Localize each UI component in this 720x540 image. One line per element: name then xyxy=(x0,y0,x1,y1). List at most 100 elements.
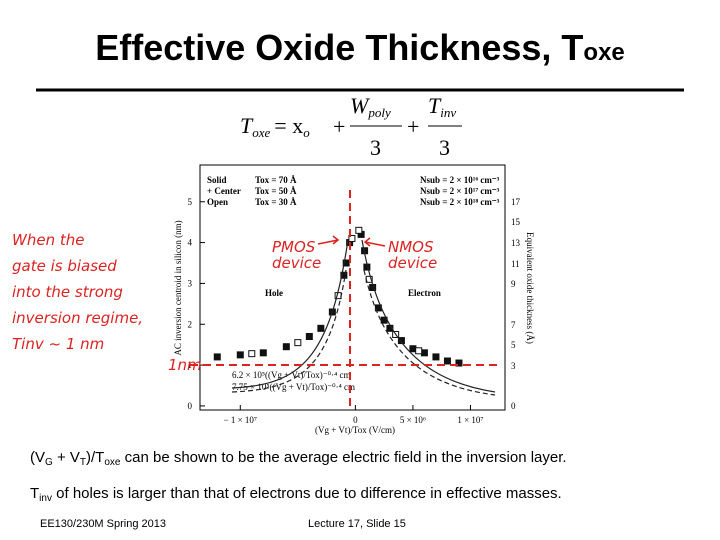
y2-tick-label: 15 xyxy=(511,217,521,227)
y2-tick-label: 17 xyxy=(511,197,521,207)
point xyxy=(305,333,313,340)
formula: Toxe = xo + Wpoly 3 + Tinv 3 xyxy=(240,93,462,160)
x-label: (Vg + Vt)/Tox (V/cm) xyxy=(315,425,395,435)
b: (V xyxy=(30,449,45,466)
title-sub: oxe xyxy=(583,39,624,66)
legend-text: Nsub = 2 × 10¹⁷ cm⁻³ xyxy=(420,186,500,196)
f-den: 3 xyxy=(439,135,450,160)
point xyxy=(420,349,428,357)
arrow xyxy=(317,235,340,245)
curve-legend: 7.75 × 10⁵((Vg + Vt)/Tox)⁻⁰·⁴ cm xyxy=(232,382,355,392)
x-tick-label: − 1 × 10⁷ xyxy=(224,415,258,425)
y2-tick-label: 9 xyxy=(511,279,516,289)
f-plus: + xyxy=(333,114,345,139)
plot-frame xyxy=(199,164,506,411)
legend-text: Nsub = 2 × 10¹⁶ cm⁻³ xyxy=(420,175,500,185)
fit-curve-dashed xyxy=(231,269,496,396)
b: T xyxy=(80,457,86,468)
pmos-note: PMOS xyxy=(272,238,316,256)
note-line: Tinv ~ 1 nm xyxy=(12,335,104,353)
point xyxy=(259,349,267,357)
point xyxy=(348,235,356,242)
legend-text: Tox = 30 Å xyxy=(255,197,297,207)
y-tick-label: 0 xyxy=(188,401,193,411)
y2-label: Equivalent oxide thickness (Å) xyxy=(525,232,535,344)
footer-right: Lecture 17, Slide 15 xyxy=(308,518,406,530)
title: Effective Oxide Thickness, Toxe xyxy=(95,27,625,68)
footer-left: EE130/230M Spring 2013 xyxy=(40,518,166,530)
y-tick-label: 4 xyxy=(188,238,193,248)
fit-curve xyxy=(231,239,496,393)
y-label: AC inversion centroid in silicon (nm) xyxy=(173,220,183,355)
f: T xyxy=(240,113,254,138)
point xyxy=(248,350,256,358)
note-line: into the strong xyxy=(12,283,123,301)
f: = x xyxy=(274,113,303,138)
f-w: Wpoly xyxy=(350,93,391,120)
point xyxy=(236,351,244,359)
bullet-2: Tinv of holes is larger than that of ele… xyxy=(30,485,562,504)
legend-text: Nsub = 2 × 10¹⁸ cm⁻³ xyxy=(420,197,500,207)
point xyxy=(397,337,405,345)
y2-tick-label: 11 xyxy=(511,259,520,269)
point xyxy=(294,339,302,347)
point xyxy=(443,357,451,365)
b: )/T xyxy=(86,449,104,466)
bullets: (VG + VT)/Toxe can be shown to be the av… xyxy=(30,449,567,504)
legend-text: Tox = 50 Å xyxy=(255,186,297,196)
handwriting: When the gate is biased into the strong inv… xyxy=(12,231,437,353)
point xyxy=(282,343,290,351)
point xyxy=(355,226,363,234)
y-tick-label: 5 xyxy=(188,197,193,207)
point xyxy=(455,359,463,367)
note-line: gate is biased xyxy=(12,257,117,275)
x-tick-label: 1 × 10⁷ xyxy=(457,415,483,425)
y2-tick-label: 3 xyxy=(511,361,516,371)
point xyxy=(317,324,325,332)
f-den: 3 xyxy=(370,135,381,160)
one-nm: 1nm xyxy=(168,356,202,374)
pmos-note: device xyxy=(272,254,321,272)
curve-legend: 6.2 × 10⁵((Vg + Vt)/Tox)⁻⁰·⁴ cm xyxy=(232,370,350,380)
bullet-1: (VG + VT)/Toxe can be shown to be the av… xyxy=(30,449,567,468)
y-tick-label: 3 xyxy=(188,278,193,288)
arrow xyxy=(363,237,386,247)
f-t: Tinv xyxy=(428,93,456,120)
legend-text: + Center xyxy=(207,186,241,196)
nmos-note: NMOS xyxy=(388,238,434,256)
f: oxe xyxy=(252,125,270,140)
x-tick-label: 0 xyxy=(353,415,358,425)
point xyxy=(409,345,417,353)
y2-tick-label: 0 xyxy=(511,401,516,411)
f: W xyxy=(350,93,370,118)
point xyxy=(432,353,440,361)
y2-tick-label: 13 xyxy=(511,238,521,248)
b: T xyxy=(30,485,39,502)
note-line: When the xyxy=(12,231,84,249)
b: G xyxy=(45,457,53,468)
label-hole: Hole xyxy=(265,288,283,298)
legend-text: Solid xyxy=(207,175,227,185)
nmos-note: device xyxy=(388,254,437,272)
legend-text: Tox = 70 Å xyxy=(255,175,297,185)
b: inv xyxy=(39,493,52,504)
point xyxy=(340,271,348,279)
b: of holes is larger than that of electron… xyxy=(52,485,562,502)
y2-tick-label: 5 xyxy=(511,340,516,350)
point xyxy=(213,353,221,361)
x-tick-label: 5 × 10⁶ xyxy=(400,415,426,425)
point xyxy=(415,347,423,355)
b: can be shown to be the average electric … xyxy=(120,449,566,466)
b: oxe xyxy=(104,457,121,468)
f: poly xyxy=(367,105,391,120)
f: inv xyxy=(440,105,456,120)
title-text: Effective Oxide Thickness, T xyxy=(95,27,583,68)
y-tick-label: 2 xyxy=(188,319,193,329)
f-lhs: Toxe = xo xyxy=(240,113,310,140)
y-tick-label: 1 xyxy=(188,360,193,370)
f: T xyxy=(428,93,442,118)
plot: − 1 × 10⁷ 0 5 × 10⁶ 1 × 10⁷ 0 1 2 3 4 5 17 15 13 11 9 7… xyxy=(173,175,535,435)
f: o xyxy=(303,125,310,140)
note-line: inversion regime, xyxy=(12,309,143,327)
